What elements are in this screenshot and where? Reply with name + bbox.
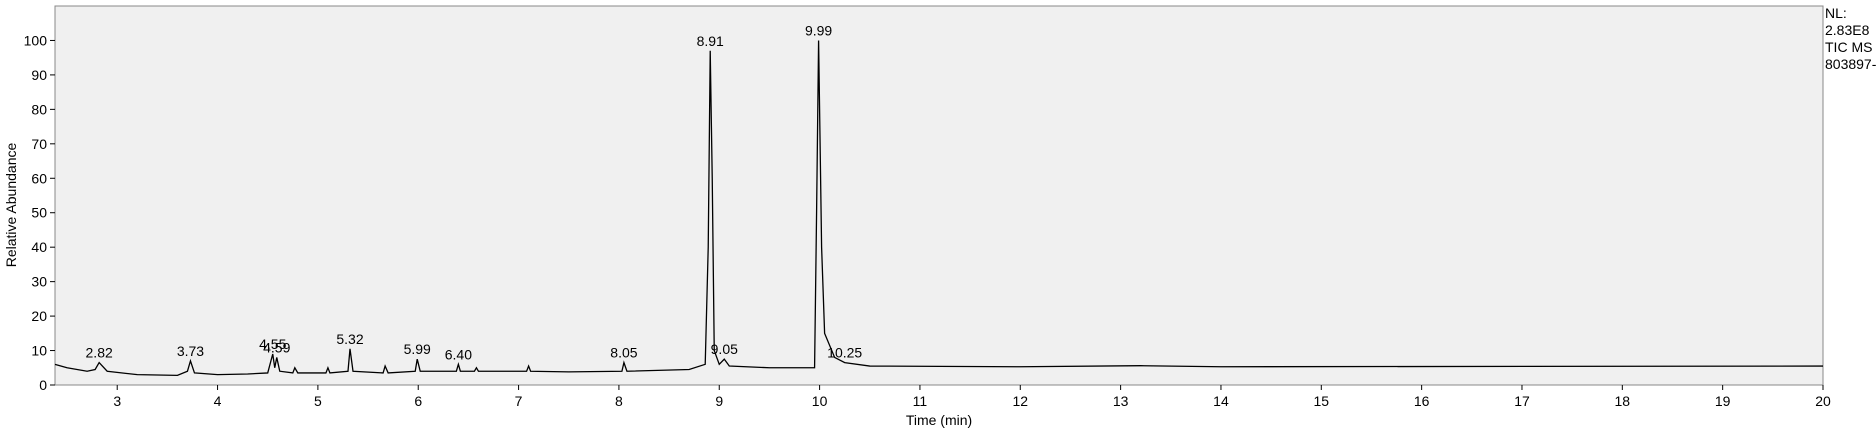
x-tick-label: 5 bbox=[314, 393, 322, 409]
peak-label: 4.59 bbox=[263, 339, 290, 355]
header: RT: 2.38 - 20.00 bbox=[4, 0, 104, 1]
y-tick-label: 60 bbox=[31, 170, 47, 186]
x-tick-label: 12 bbox=[1012, 393, 1028, 409]
side-info: NL: bbox=[1825, 5, 1847, 21]
peak-label: 10.25 bbox=[827, 345, 862, 361]
side-info: TIC MS bbox=[1825, 39, 1872, 55]
y-tick-label: 90 bbox=[31, 67, 47, 83]
peak-label: 8.91 bbox=[697, 33, 724, 49]
peak-label: 3.73 bbox=[177, 343, 204, 359]
y-tick-label: 0 bbox=[39, 377, 47, 393]
y-tick-label: 20 bbox=[31, 308, 47, 324]
peak-label: 8.05 bbox=[610, 345, 637, 361]
trace bbox=[54, 40, 1824, 377]
x-tick-label: 11 bbox=[913, 393, 928, 409]
peak-label: 6.40 bbox=[445, 346, 472, 362]
x-tick-label: 6 bbox=[414, 393, 422, 409]
x-tick-label: 4 bbox=[214, 393, 222, 409]
y-tick-label: 30 bbox=[31, 274, 47, 290]
y-tick-label: 100 bbox=[24, 32, 48, 48]
y-tick-label: 10 bbox=[31, 343, 47, 359]
x-tick-label: 15 bbox=[1314, 393, 1330, 409]
x-tick-label: 9 bbox=[715, 393, 723, 409]
x-tick-label: 19 bbox=[1715, 393, 1731, 409]
x-tick-label: 8 bbox=[615, 393, 623, 409]
x-tick-label: 10 bbox=[812, 393, 828, 409]
side-info: 2.83E8 bbox=[1825, 22, 1870, 38]
y-axis-label: Relative Abundance bbox=[3, 143, 19, 268]
side-info: 803897- bbox=[1825, 56, 1876, 72]
peak-label: 5.99 bbox=[404, 341, 431, 357]
x-tick-label: 13 bbox=[1113, 393, 1129, 409]
y-tick-label: 40 bbox=[31, 239, 47, 255]
x-tick-label: 3 bbox=[113, 393, 121, 409]
peak-label: 5.32 bbox=[336, 331, 363, 347]
y-tick-label: 70 bbox=[31, 136, 47, 152]
x-tick-label: 18 bbox=[1615, 393, 1631, 409]
plot-area bbox=[54, 5, 1824, 386]
x-tick-label: 14 bbox=[1213, 393, 1229, 409]
peak-label: 4.55 bbox=[259, 336, 286, 352]
x-tick-label: 7 bbox=[515, 393, 523, 409]
x-tick-label: 20 bbox=[1815, 393, 1831, 409]
x-tick-label: 16 bbox=[1414, 393, 1430, 409]
y-tick-label: 80 bbox=[31, 101, 47, 117]
x-axis-label: Time (min) bbox=[906, 412, 972, 428]
peak-label: 2.82 bbox=[86, 345, 113, 361]
peak-label: 9.99 bbox=[805, 22, 832, 38]
x-tick-label: 17 bbox=[1514, 393, 1530, 409]
y-tick-label: 50 bbox=[31, 205, 47, 221]
peak-label: 9.05 bbox=[711, 341, 738, 357]
